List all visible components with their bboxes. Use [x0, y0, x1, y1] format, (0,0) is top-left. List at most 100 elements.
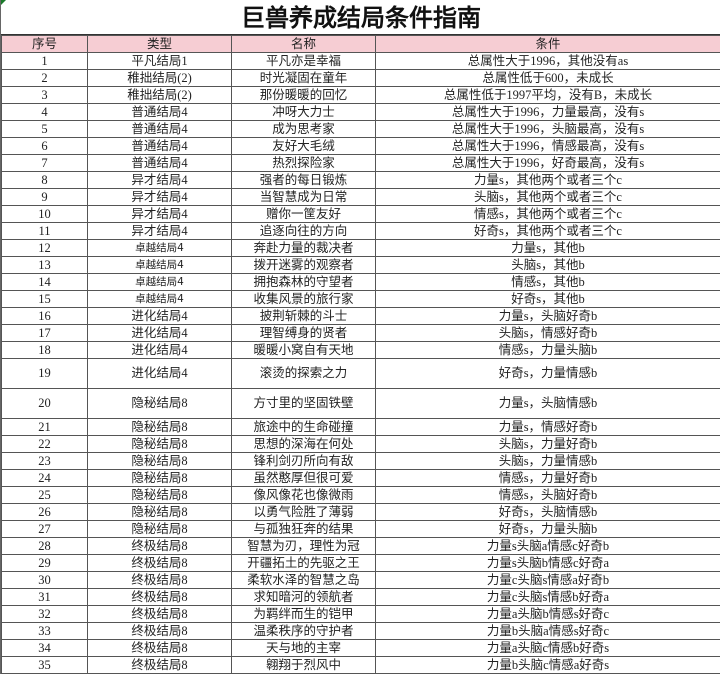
- cell-name[interactable]: 成为思考家: [231, 120, 376, 138]
- cell-condition[interactable]: 好奇s，其他两个或者三个c: [375, 222, 720, 240]
- cell-index[interactable]: 35: [1, 656, 88, 674]
- cell-type[interactable]: 隐秘结局8: [87, 469, 232, 487]
- cell-index[interactable]: 7: [1, 154, 88, 172]
- cell-type[interactable]: 稚拙结局(2): [87, 86, 232, 104]
- cell-condition[interactable]: 力量a头脑b情感s好奇c: [375, 605, 720, 623]
- cell-name[interactable]: 平凡亦是幸福: [231, 52, 376, 70]
- cell-condition[interactable]: 总属性低于1997平均，没有B，未成长: [375, 86, 720, 104]
- cell-condition[interactable]: 总属性大于1996，情感最高，没有s: [375, 137, 720, 155]
- cell-type[interactable]: 隐秘结局8: [87, 503, 232, 521]
- cell-index[interactable]: 28: [1, 537, 88, 555]
- cell-condition[interactable]: 力量s，情感好奇b: [375, 418, 720, 436]
- cell-condition[interactable]: 力量c头脑s情感a好奇b: [375, 571, 720, 589]
- cell-name[interactable]: 思想的深海在何处: [231, 435, 376, 453]
- cell-name[interactable]: 锋利剑刃所向有敌: [231, 452, 376, 470]
- cell-type[interactable]: 卓越结局4: [87, 273, 232, 291]
- cell-type[interactable]: 终极结局8: [87, 537, 232, 555]
- cell-name[interactable]: 滚烫的探索之力: [231, 358, 376, 389]
- cell-index[interactable]: 21: [1, 418, 88, 436]
- cell-name[interactable]: 虽然憨厚但很可爱: [231, 469, 376, 487]
- cell-condition[interactable]: 情感s，其他b: [375, 273, 720, 291]
- cell-condition[interactable]: 总属性大于1996，其他没有as: [375, 52, 720, 70]
- cell-name[interactable]: 友好大毛绒: [231, 137, 376, 155]
- cell-condition[interactable]: 力量a头脑c情感b好奇s: [375, 639, 720, 657]
- header-cell-condition[interactable]: 条件: [375, 35, 720, 53]
- cell-condition[interactable]: 头脑s，力量好奇b: [375, 435, 720, 453]
- cell-index[interactable]: 3: [1, 86, 88, 104]
- cell-type[interactable]: 终极结局8: [87, 622, 232, 640]
- cell-name[interactable]: 开疆拓土的先驱之王: [231, 554, 376, 572]
- cell-condition[interactable]: 头脑s，其他b: [375, 256, 720, 274]
- cell-name[interactable]: 冲呀大力士: [231, 103, 376, 121]
- cell-index[interactable]: 15: [1, 290, 88, 308]
- cell-condition[interactable]: 总属性大于1996，力量最高，没有s: [375, 103, 720, 121]
- cell-condition[interactable]: 总属性大于1996，好奇最高，没有s: [375, 154, 720, 172]
- cell-type[interactable]: 普通结局4: [87, 103, 232, 121]
- cell-name[interactable]: 以勇气险胜了薄弱: [231, 503, 376, 521]
- cell-name[interactable]: 智慧为刃，理性为冠: [231, 537, 376, 555]
- cell-index[interactable]: 24: [1, 469, 88, 487]
- cell-index[interactable]: 14: [1, 273, 88, 291]
- cell-name[interactable]: 奔赴力量的裁决者: [231, 239, 376, 257]
- cell-name[interactable]: 像风像花也像微雨: [231, 486, 376, 504]
- cell-type[interactable]: 普通结局4: [87, 137, 232, 155]
- cell-name[interactable]: 旅途中的生命碰撞: [231, 418, 376, 436]
- cell-type[interactable]: 隐秘结局8: [87, 520, 232, 538]
- cell-index[interactable]: 25: [1, 486, 88, 504]
- cell-condition[interactable]: 情感s，力量好奇b: [375, 469, 720, 487]
- cell-type[interactable]: 隐秘结局8: [87, 486, 232, 504]
- cell-type[interactable]: 异才结局4: [87, 188, 232, 206]
- cell-index[interactable]: 11: [1, 222, 88, 240]
- cell-index[interactable]: 27: [1, 520, 88, 538]
- cell-condition[interactable]: 好奇s，其他b: [375, 290, 720, 308]
- cell-type[interactable]: 隐秘结局8: [87, 388, 232, 419]
- cell-type[interactable]: 隐秘结局8: [87, 418, 232, 436]
- cell-index[interactable]: 26: [1, 503, 88, 521]
- header-cell-name[interactable]: 名称: [231, 35, 376, 53]
- cell-condition[interactable]: 情感s，头脑好奇b: [375, 486, 720, 504]
- cell-type[interactable]: 卓越结局4: [87, 256, 232, 274]
- cell-index[interactable]: 9: [1, 188, 88, 206]
- cell-type[interactable]: 终极结局8: [87, 639, 232, 657]
- cell-index[interactable]: 12: [1, 239, 88, 257]
- cell-type[interactable]: 普通结局4: [87, 120, 232, 138]
- cell-type[interactable]: 终极结局8: [87, 571, 232, 589]
- cell-condition[interactable]: 总属性大于1996，头脑最高，没有s: [375, 120, 720, 138]
- cell-name[interactable]: 天与地的主宰: [231, 639, 376, 657]
- cell-name[interactable]: 温柔秩序的守护者: [231, 622, 376, 640]
- cell-type[interactable]: 终极结局8: [87, 588, 232, 606]
- cell-condition[interactable]: 力量s头脑b情感c好奇a: [375, 554, 720, 572]
- cell-name[interactable]: 拨开迷雾的观察者: [231, 256, 376, 274]
- cell-condition[interactable]: 情感s，力量头脑b: [375, 341, 720, 359]
- cell-index[interactable]: 31: [1, 588, 88, 606]
- cell-name[interactable]: 方寸里的坚固铁壁: [231, 388, 376, 419]
- cell-name[interactable]: 那份暖暖的回忆: [231, 86, 376, 104]
- cell-type[interactable]: 异才结局4: [87, 171, 232, 189]
- cell-index[interactable]: 30: [1, 571, 88, 589]
- cell-name[interactable]: 当智慧成为日常: [231, 188, 376, 206]
- cell-index[interactable]: 5: [1, 120, 88, 138]
- cell-index[interactable]: 10: [1, 205, 88, 223]
- cell-name[interactable]: 时光凝固在童年: [231, 69, 376, 87]
- cell-condition[interactable]: 好奇s，力量头脑b: [375, 520, 720, 538]
- cell-condition[interactable]: 总属性低于600，未成长: [375, 69, 720, 87]
- cell-condition[interactable]: 力量b头脑a情感s好奇c: [375, 622, 720, 640]
- cell-name[interactable]: 披荆斩棘的斗士: [231, 307, 376, 325]
- cell-condition[interactable]: 情感s，其他两个或者三个c: [375, 205, 720, 223]
- cell-index[interactable]: 13: [1, 256, 88, 274]
- header-cell-index[interactable]: 序号: [1, 35, 88, 53]
- cell-type[interactable]: 隐秘结局8: [87, 435, 232, 453]
- cell-type[interactable]: 卓越结局4: [87, 290, 232, 308]
- cell-index[interactable]: 4: [1, 103, 88, 121]
- cell-name[interactable]: 翱翔于烈风中: [231, 656, 376, 674]
- cell-index[interactable]: 29: [1, 554, 88, 572]
- cell-condition[interactable]: 好奇s，头脑情感b: [375, 503, 720, 521]
- cell-condition[interactable]: 力量s，头脑好奇b: [375, 307, 720, 325]
- cell-condition[interactable]: 力量s，头脑情感b: [375, 388, 720, 419]
- cell-type[interactable]: 进化结局4: [87, 324, 232, 342]
- cell-type[interactable]: 终极结局8: [87, 605, 232, 623]
- cell-name[interactable]: 暖暖小窝自有天地: [231, 341, 376, 359]
- cell-type[interactable]: 稚拙结局(2): [87, 69, 232, 87]
- cell-name[interactable]: 柔软水泽的智慧之岛: [231, 571, 376, 589]
- cell-type[interactable]: 进化结局4: [87, 341, 232, 359]
